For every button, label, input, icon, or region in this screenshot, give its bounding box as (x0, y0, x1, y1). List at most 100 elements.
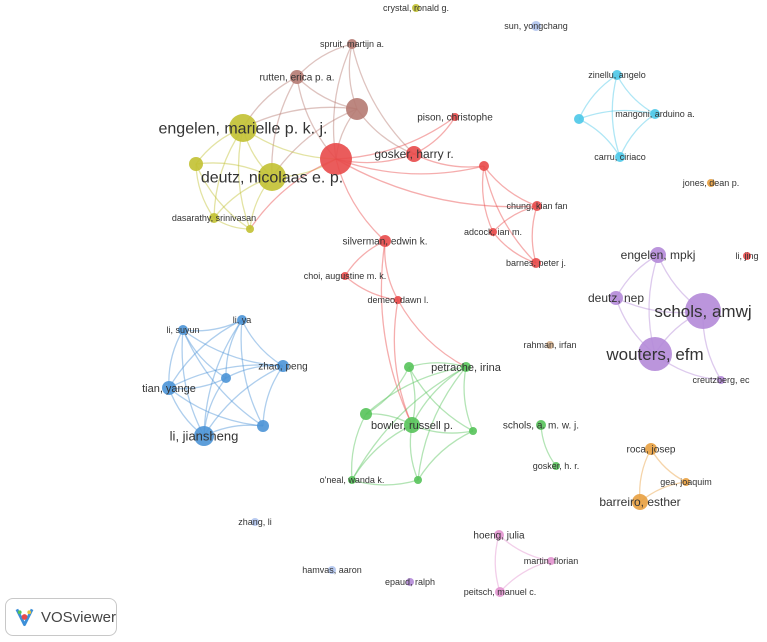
node-zhao[interactable] (277, 360, 289, 372)
node-li_jiansheng[interactable] (194, 426, 214, 446)
label-martin[interactable]: martin, florian (524, 556, 579, 566)
vosviewer-badge[interactable]: VOSviewer (5, 598, 117, 636)
label-barnes[interactable]: barnes, peter j. (506, 258, 566, 268)
node-oneal[interactable] (348, 476, 356, 484)
label-oneal[interactable]: o'neal, wanda k. (320, 475, 385, 485)
label-roca[interactable]: roca, josep (627, 445, 676, 456)
label-deutz_nep_full[interactable]: deutz, nicolaas e. p. (201, 170, 343, 187)
node-engelen_mpkj_full[interactable] (229, 114, 257, 142)
node-zinellu[interactable] (612, 70, 622, 80)
label-gosker_hr[interactable]: gosker, harry r. (374, 147, 453, 161)
node-schols_amwj_full[interactable] (536, 420, 546, 430)
node-gea[interactable] (682, 478, 690, 486)
node-engelen_mpkj[interactable] (650, 247, 666, 263)
label-zhang[interactable]: zhang, li (238, 517, 272, 527)
node-demeo[interactable] (394, 296, 402, 304)
label-peitsch[interactable]: peitsch, manuel c. (464, 587, 537, 597)
node-green_tl[interactable] (404, 362, 414, 372)
node-wouters[interactable] (638, 337, 672, 371)
node-pison[interactable] (451, 113, 459, 121)
node-li_suyun[interactable] (178, 325, 188, 335)
node-petrache[interactable] (461, 362, 471, 372)
label-jones[interactable]: jones, dean p. (682, 178, 740, 188)
node-hoeng[interactable] (494, 530, 504, 540)
label-zinellu[interactable]: zinellu, angelo (588, 70, 646, 80)
label-spruit[interactable]: spruit, martijn a. (320, 39, 384, 49)
label-silverman[interactable]: silverman, edwin k. (342, 237, 427, 248)
label-crystal[interactable]: crystal, ronald g. (383, 3, 449, 13)
node-martin[interactable] (547, 557, 555, 565)
node-barreiro[interactable] (632, 494, 648, 510)
node-green_left[interactable] (360, 408, 372, 420)
node-jones[interactable] (707, 179, 715, 187)
label-dasarathy[interactable]: dasarathy, srinivasan (172, 213, 256, 223)
node-peitsch[interactable] (495, 587, 505, 597)
label-hamvas[interactable]: hamvas, aaron (302, 565, 362, 575)
node-li_ya[interactable] (237, 315, 247, 325)
label-schols_amwj[interactable]: schols, amwj (654, 302, 751, 321)
label-mangoni[interactable]: mangoni, arduino a. (615, 109, 695, 119)
label-barreiro[interactable]: barreiro, esther (599, 495, 680, 509)
label-deutz_nep[interactable]: deutz, nep (588, 291, 644, 305)
label-rahman[interactable]: rahman, irfan (523, 340, 576, 350)
node-creutzberg[interactable] (717, 376, 725, 384)
label-wouters[interactable]: wouters, efm (605, 345, 703, 364)
label-zhao[interactable]: zhao, peng (258, 362, 308, 373)
node-adcock[interactable] (489, 228, 497, 236)
node-zhang[interactable] (251, 518, 259, 526)
node-roca[interactable] (645, 443, 657, 455)
label-bowler[interactable]: bowler, russell p. (371, 420, 453, 432)
label-engelen_mpkj[interactable]: engelen, mpkj (621, 248, 696, 262)
node-choi[interactable] (341, 272, 349, 280)
node-li_jing[interactable] (743, 252, 751, 260)
node-deutz_nep_full[interactable] (258, 163, 286, 191)
node-gosker_hr[interactable] (406, 146, 422, 162)
node-blue_right[interactable] (257, 420, 269, 432)
label-li_ya[interactable]: li, ya (233, 315, 252, 325)
node-silverman[interactable] (379, 235, 391, 247)
label-chung[interactable]: chung, kian fan (506, 201, 567, 211)
label-demeo[interactable]: demeo, dawn l. (367, 295, 428, 305)
label-sun[interactable]: sun, yongchang (504, 21, 568, 31)
node-hamvas[interactable] (328, 566, 336, 574)
label-li_jiansheng[interactable]: li, jiansheng (170, 429, 239, 444)
node-barnes[interactable] (531, 258, 541, 268)
label-hoeng[interactable]: hoeng, julia (473, 531, 525, 542)
node-green_right[interactable] (469, 427, 477, 435)
node-crystal[interactable] (412, 4, 420, 12)
node-rahman[interactable] (546, 341, 554, 349)
node-gosker_h[interactable] (552, 462, 560, 470)
node-brown_hub[interactable] (346, 98, 368, 120)
node-carru[interactable] (615, 152, 625, 162)
node-yellow_left[interactable] (189, 157, 203, 171)
node-spruit[interactable] (347, 39, 357, 49)
label-creutzberg[interactable]: creutzberg, ec (692, 375, 750, 385)
node-red_hub[interactable] (320, 143, 352, 175)
node-cyan_left[interactable] (574, 114, 584, 124)
node-epaud[interactable] (406, 578, 414, 586)
label-choi[interactable]: choi, augustine m. k. (304, 271, 387, 281)
node-dasarathy[interactable] (209, 213, 219, 223)
label-petrache[interactable]: petrache, irina (431, 362, 502, 374)
label-pison[interactable]: pison, christophe (417, 113, 493, 124)
label-rutten[interactable]: rutten, erica p. a. (259, 73, 334, 84)
label-li_suyun[interactable]: li, suyun (166, 325, 199, 335)
node-chung[interactable] (532, 201, 542, 211)
node-rutten[interactable] (290, 70, 304, 84)
label-engelen_mpkj_full[interactable]: engelen, marielle p. k. j. (159, 121, 328, 138)
node-bowler[interactable] (404, 417, 420, 433)
node-mangoni[interactable] (650, 109, 660, 119)
label-epaud[interactable]: epaud, ralph (385, 577, 435, 587)
node-red_small[interactable] (479, 161, 489, 171)
node-sun[interactable] (531, 21, 541, 31)
node-tian[interactable] (162, 381, 176, 395)
node-schols_amwj[interactable] (685, 293, 721, 329)
node-yellow_small[interactable] (246, 225, 254, 233)
label-tian[interactable]: tian, yange (142, 383, 196, 395)
node-green_bottom[interactable] (414, 476, 422, 484)
label-schols_amwj_full[interactable]: schols, a. m. w. j. (503, 421, 579, 432)
label-li_jing[interactable]: li, jing (735, 251, 758, 261)
node-blue_mid[interactable] (221, 373, 231, 383)
label-adcock[interactable]: adcock, ian m. (464, 227, 522, 237)
